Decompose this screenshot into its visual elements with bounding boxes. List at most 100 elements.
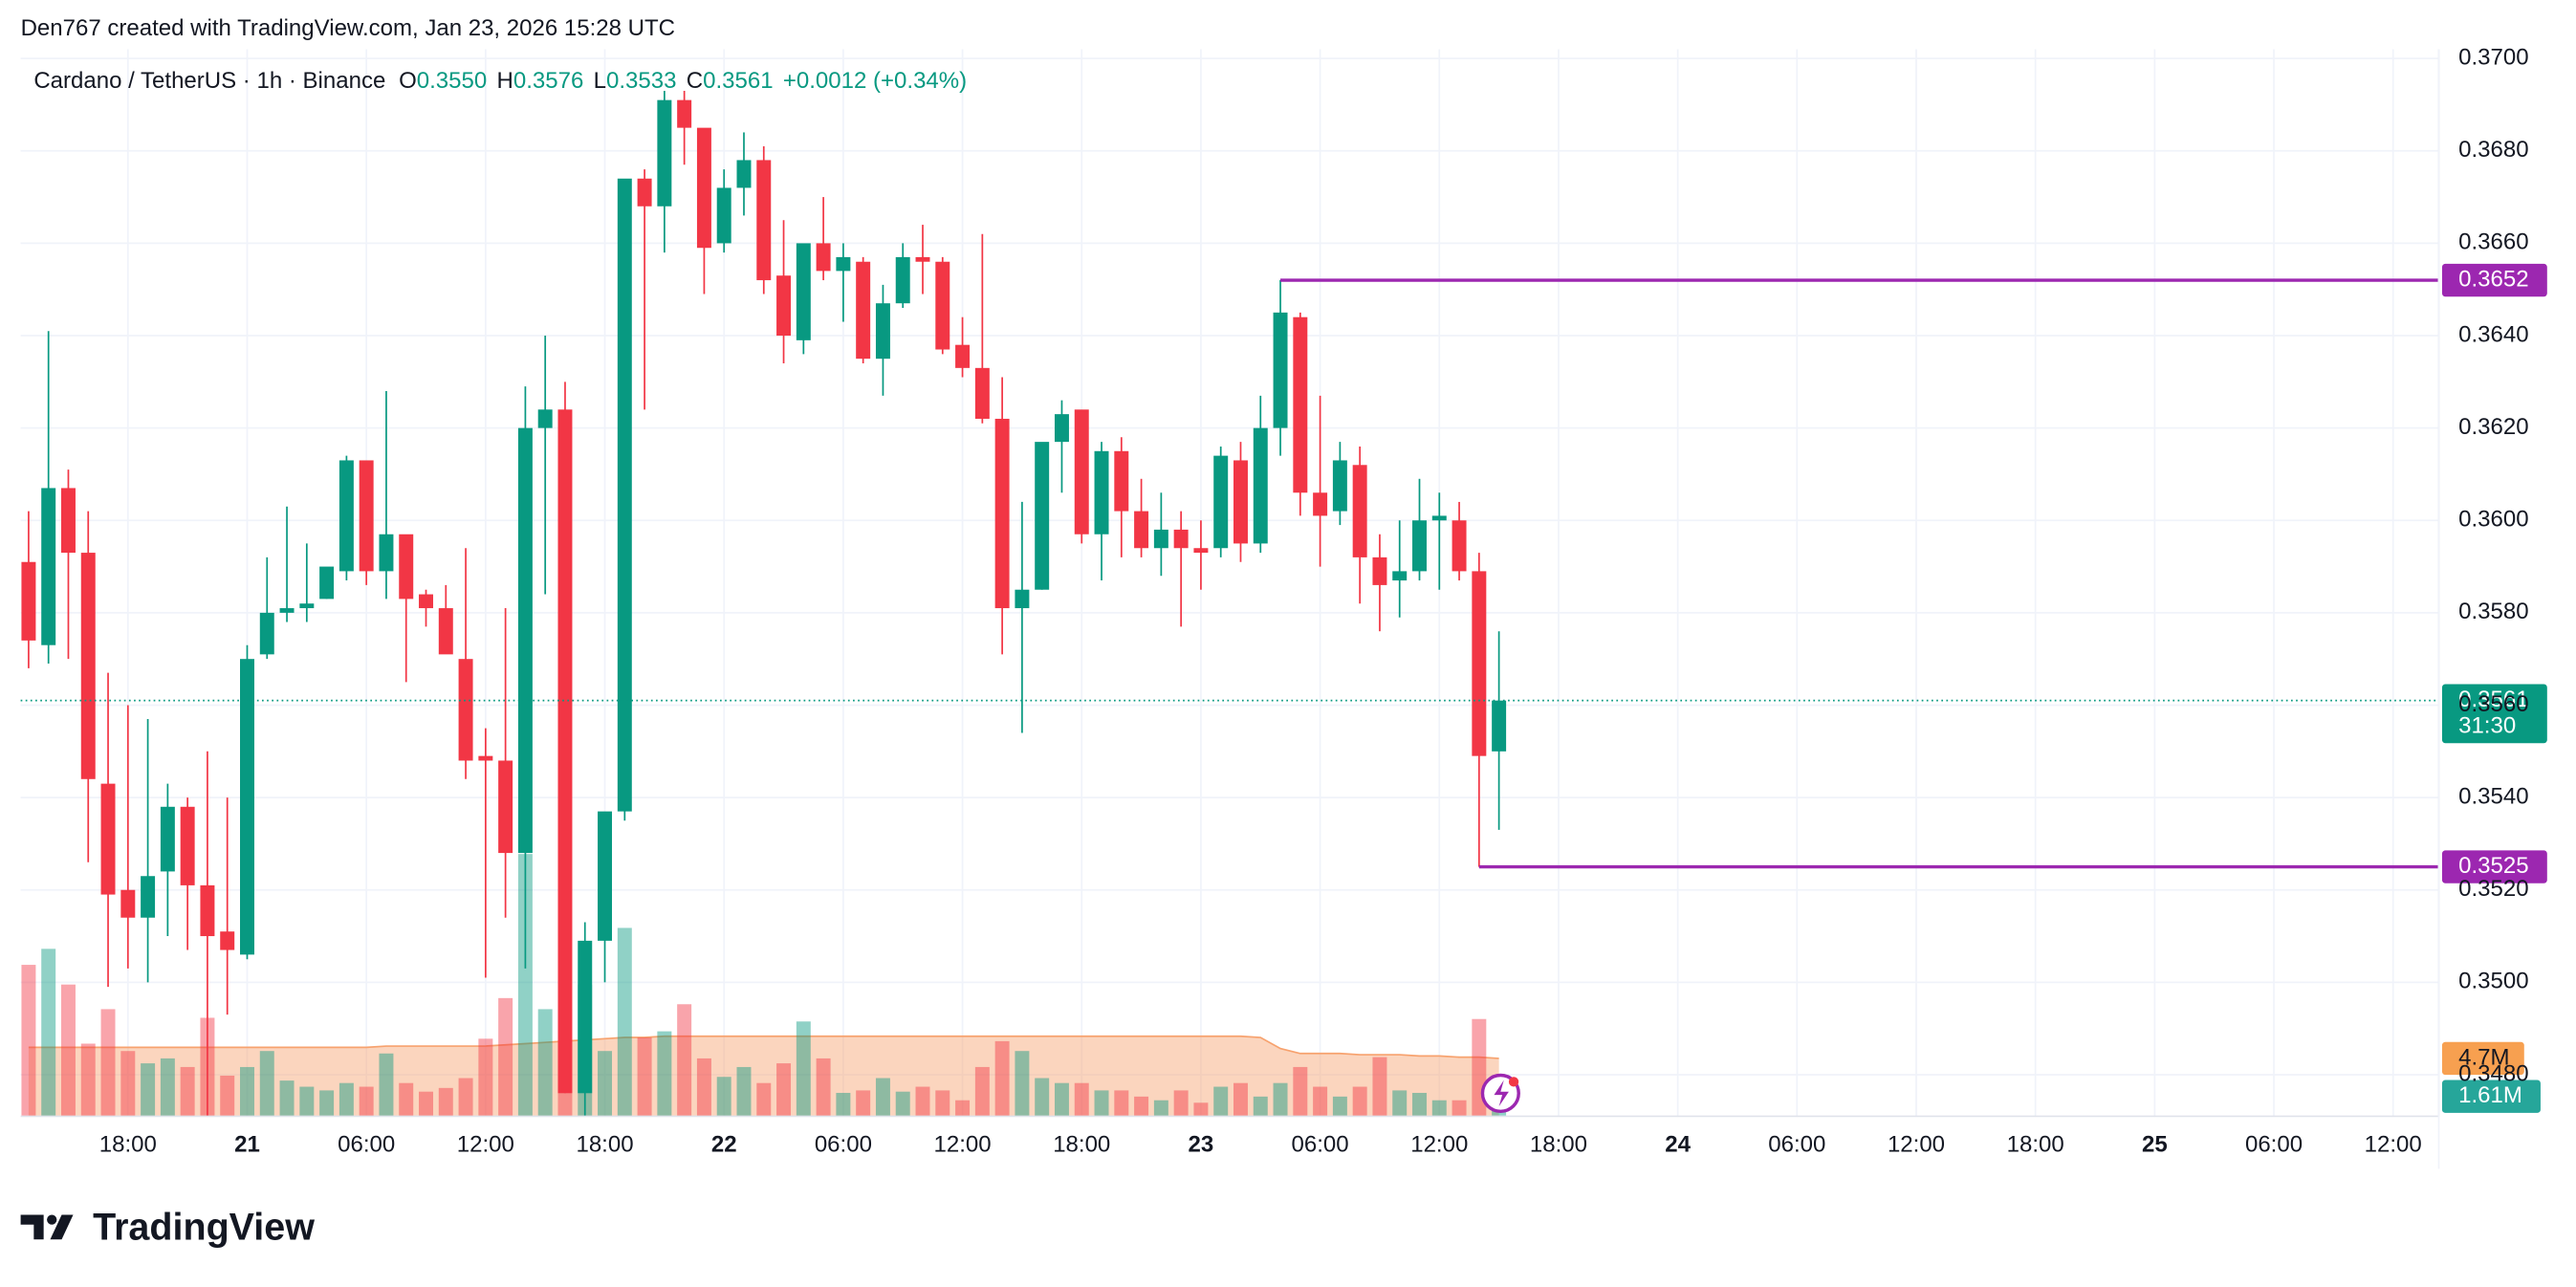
candle-body bbox=[1213, 455, 1229, 549]
x-tick-label: 06:00 bbox=[2245, 1132, 2303, 1158]
volume-ma-label: 4.7M bbox=[2458, 1044, 2509, 1070]
candle-body bbox=[875, 303, 890, 360]
candle-body bbox=[1472, 571, 1487, 756]
x-tick-label: 18:00 bbox=[99, 1132, 157, 1158]
candle-body bbox=[200, 884, 215, 937]
volume-bar bbox=[240, 1066, 254, 1117]
candle-body bbox=[21, 561, 36, 641]
candle-body bbox=[220, 931, 235, 950]
candle-body bbox=[657, 99, 672, 207]
candle-body bbox=[994, 418, 1010, 609]
header-text: C bbox=[687, 68, 703, 94]
volume-bar bbox=[100, 1009, 116, 1117]
candle-body bbox=[299, 603, 315, 609]
x-tick-label: 18:00 bbox=[1530, 1132, 1587, 1158]
y-tick-label: 0.3600 bbox=[2458, 507, 2528, 533]
header-text: H bbox=[497, 68, 513, 94]
candle-body bbox=[319, 566, 335, 600]
y-tick-label: 0.3480 bbox=[2458, 1060, 2528, 1086]
x-tick-label: 12:00 bbox=[1410, 1132, 1468, 1158]
candle-body bbox=[141, 876, 156, 918]
header-text: 0.3561 bbox=[703, 68, 773, 94]
level-label: 0.3525 bbox=[2458, 853, 2528, 879]
x-tick-label: 18:00 bbox=[576, 1132, 633, 1158]
x-tick-label: 18:00 bbox=[2007, 1132, 2064, 1158]
candle-body bbox=[1054, 414, 1069, 443]
volume-ma-area bbox=[28, 1036, 1499, 1117]
candle-body bbox=[1492, 700, 1507, 752]
header-text: 0.3533 bbox=[606, 68, 676, 94]
volume-bar bbox=[141, 1063, 156, 1117]
candle-body bbox=[359, 460, 374, 572]
volume-bar bbox=[1153, 1100, 1168, 1117]
volume-bar bbox=[399, 1082, 414, 1117]
x-tick-label: 06:00 bbox=[1292, 1132, 1349, 1158]
candle-body bbox=[41, 488, 56, 645]
volume-bar bbox=[1313, 1086, 1328, 1117]
volume-ma-label-bg bbox=[2441, 1041, 2524, 1076]
candle-body bbox=[458, 659, 473, 761]
candle-body bbox=[578, 940, 593, 1094]
candle-body bbox=[1035, 442, 1050, 590]
volume-bar bbox=[60, 984, 76, 1117]
volume-bar bbox=[696, 1058, 711, 1117]
y-tick-label: 0.3680 bbox=[2458, 137, 2528, 163]
volume-bar bbox=[1452, 1100, 1467, 1117]
volume-bar bbox=[41, 949, 56, 1117]
volume-bar bbox=[438, 1087, 453, 1117]
volume-bar bbox=[617, 927, 632, 1117]
candle-body bbox=[1134, 511, 1149, 549]
candle-body bbox=[756, 160, 772, 281]
candle-body bbox=[736, 160, 752, 188]
y-tick-label: 0.3700 bbox=[2458, 45, 2528, 71]
volume-bar bbox=[517, 854, 533, 1117]
volume-bar bbox=[259, 1051, 274, 1117]
volume-bar bbox=[756, 1082, 772, 1117]
header-text: Cardano / TetherUS · 1h · Binance bbox=[33, 68, 385, 94]
volume-bar bbox=[1293, 1066, 1308, 1117]
candle-body bbox=[517, 427, 533, 854]
x-tick-label: 12:00 bbox=[934, 1132, 992, 1158]
candle-body bbox=[399, 534, 414, 600]
x-tick-label: 06:00 bbox=[1768, 1132, 1825, 1158]
volume-bar bbox=[1114, 1090, 1129, 1117]
volume-bar bbox=[895, 1091, 910, 1117]
volume-bar bbox=[836, 1092, 851, 1117]
y-tick-label: 0.3660 bbox=[2458, 229, 2528, 255]
x-tick-label: 06:00 bbox=[815, 1132, 872, 1158]
volume-bar bbox=[1054, 1082, 1069, 1117]
candle-body bbox=[259, 612, 274, 655]
volume-bar bbox=[736, 1066, 752, 1117]
x-tick-label: 12:00 bbox=[2365, 1132, 2422, 1158]
volume-ma-line bbox=[28, 1035, 1499, 1059]
volume-bar bbox=[458, 1078, 473, 1117]
candle-body bbox=[1153, 529, 1168, 549]
candle-body bbox=[279, 608, 295, 613]
candle-body bbox=[1094, 450, 1109, 534]
volume-bar bbox=[657, 1031, 672, 1117]
volume-bar bbox=[994, 1040, 1010, 1117]
candle-body bbox=[696, 127, 711, 249]
header-text: O bbox=[399, 68, 417, 94]
volume-bar bbox=[498, 997, 513, 1117]
candle-body bbox=[716, 187, 731, 244]
volume-bar bbox=[1253, 1096, 1268, 1117]
volume-bar bbox=[1273, 1082, 1288, 1117]
volume-bar bbox=[319, 1090, 335, 1117]
volume-bar bbox=[180, 1066, 195, 1117]
x-tick-label: 12:00 bbox=[1888, 1132, 1945, 1158]
volume-bar bbox=[1352, 1086, 1367, 1117]
header-text: +0.0012 (+0.34%) bbox=[783, 68, 967, 94]
candle-body bbox=[1352, 465, 1367, 557]
volume-bar bbox=[1332, 1096, 1347, 1117]
candle-body bbox=[816, 243, 831, 272]
candle-body bbox=[240, 659, 254, 955]
volume-bar bbox=[537, 1009, 553, 1117]
candle-body bbox=[637, 178, 652, 207]
candle-body bbox=[60, 488, 76, 554]
logo-text: TradingView bbox=[93, 1206, 315, 1248]
volume-bar bbox=[1015, 1051, 1030, 1117]
volume-bar bbox=[598, 1051, 613, 1117]
level-label-bg bbox=[2441, 263, 2547, 297]
volume-bar bbox=[21, 965, 36, 1117]
